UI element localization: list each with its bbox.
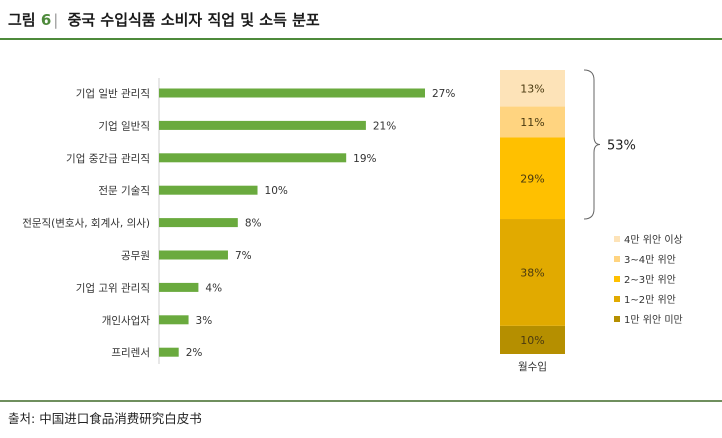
figure-label: 그림 bbox=[8, 11, 36, 29]
footer-divider bbox=[0, 400, 722, 402]
category-label: 전문직(변호사, 회계사, 의사) bbox=[22, 218, 150, 230]
income-segment bbox=[500, 137, 565, 220]
segment-value-label: 13% bbox=[520, 82, 544, 95]
category-label: 개인사업자 bbox=[102, 314, 151, 327]
legend-swatch bbox=[614, 276, 620, 282]
occupation-bar bbox=[159, 88, 425, 98]
source-label: 출처: bbox=[8, 411, 36, 426]
category-label: 전문 기술직 bbox=[98, 185, 150, 197]
legend-entry: 3~4만 위안 bbox=[624, 253, 676, 266]
bar-value-label: 7% bbox=[235, 250, 252, 262]
legend-swatch bbox=[614, 236, 620, 242]
bar-value-label: 8% bbox=[245, 218, 262, 230]
bar-value-label: 19% bbox=[353, 153, 376, 165]
legend-entry: 1만 위안 미만 bbox=[624, 313, 683, 326]
occupation-bar bbox=[159, 250, 228, 260]
bar-value-label: 27% bbox=[432, 88, 455, 100]
category-label: 기업 고위 관리직 bbox=[76, 281, 150, 294]
bar-value-label: 4% bbox=[205, 282, 222, 294]
segment-value-label: 29% bbox=[520, 172, 544, 185]
category-label: 공무원 bbox=[121, 250, 150, 262]
legend-swatch bbox=[614, 296, 620, 302]
occupation-bar bbox=[159, 282, 199, 292]
occupation-bar-chart: 기업 일반 관리직 27% 기업 일반직 21% 기업 중간급 관리직 19% 전문 기술직… bbox=[22, 78, 455, 364]
source-text: 中国进口食品消费研究白皮书 bbox=[39, 411, 202, 426]
title-separator: | bbox=[53, 11, 59, 29]
occupation-bar bbox=[159, 120, 366, 130]
segment-value-label: 38% bbox=[520, 266, 544, 279]
page-title: 중국 수입식품 소비자 직업 및 소득 분포 bbox=[67, 11, 320, 29]
occupation-bar bbox=[159, 315, 189, 325]
bar-value-label: 21% bbox=[373, 120, 396, 132]
legend-entry: 4만 위안 이상 bbox=[624, 233, 683, 246]
occupation-bar bbox=[159, 347, 179, 357]
income-segment bbox=[500, 325, 565, 354]
figure-title: 그림 6 | 중국 수입식품 소비자 직업 및 소득 분포 bbox=[8, 8, 320, 32]
brace-annotation bbox=[583, 69, 601, 220]
stack-category-label: 월수입 bbox=[518, 360, 547, 373]
income-stacked-bar-chart: 10% 38% 29% 11% 13% 월수입 53% 4만 위안 이상 3~4만 위안 2~3만… bbox=[500, 69, 683, 373]
income-segment bbox=[500, 106, 565, 138]
segment-value-label: 10% bbox=[520, 334, 544, 347]
bar-value-label: 10% bbox=[265, 185, 288, 197]
bar-value-label: 3% bbox=[196, 315, 213, 327]
figure-number: 6 bbox=[40, 11, 52, 29]
income-segment bbox=[500, 219, 565, 326]
legend-entry: 2~3만 위안 bbox=[624, 273, 676, 286]
chart-area: 기업 일반 관리직 27% 기업 일반직 21% 기업 중간급 관리직 19% 전문 기술직… bbox=[22, 69, 683, 373]
annotation-label: 53% bbox=[607, 139, 636, 154]
occupation-bar bbox=[159, 153, 347, 163]
category-label: 프리렌서 bbox=[111, 347, 150, 359]
legend-swatch bbox=[614, 256, 620, 262]
title-divider bbox=[0, 38, 722, 40]
category-label: 기업 일반직 bbox=[98, 119, 150, 132]
legend-swatch bbox=[614, 316, 620, 322]
category-label: 기업 일반 관리직 bbox=[76, 87, 150, 100]
occupation-bar bbox=[159, 218, 238, 228]
occupation-bar bbox=[159, 185, 258, 195]
category-label: 기업 중간급 관리직 bbox=[66, 152, 150, 165]
income-segment bbox=[500, 70, 565, 107]
legend-entry: 1~2만 위안 bbox=[624, 293, 676, 306]
segment-value-label: 11% bbox=[520, 116, 544, 129]
bar-value-label: 2% bbox=[186, 347, 203, 359]
source-note: 출처: 中国进口食品消费研究白皮书 bbox=[8, 408, 202, 427]
